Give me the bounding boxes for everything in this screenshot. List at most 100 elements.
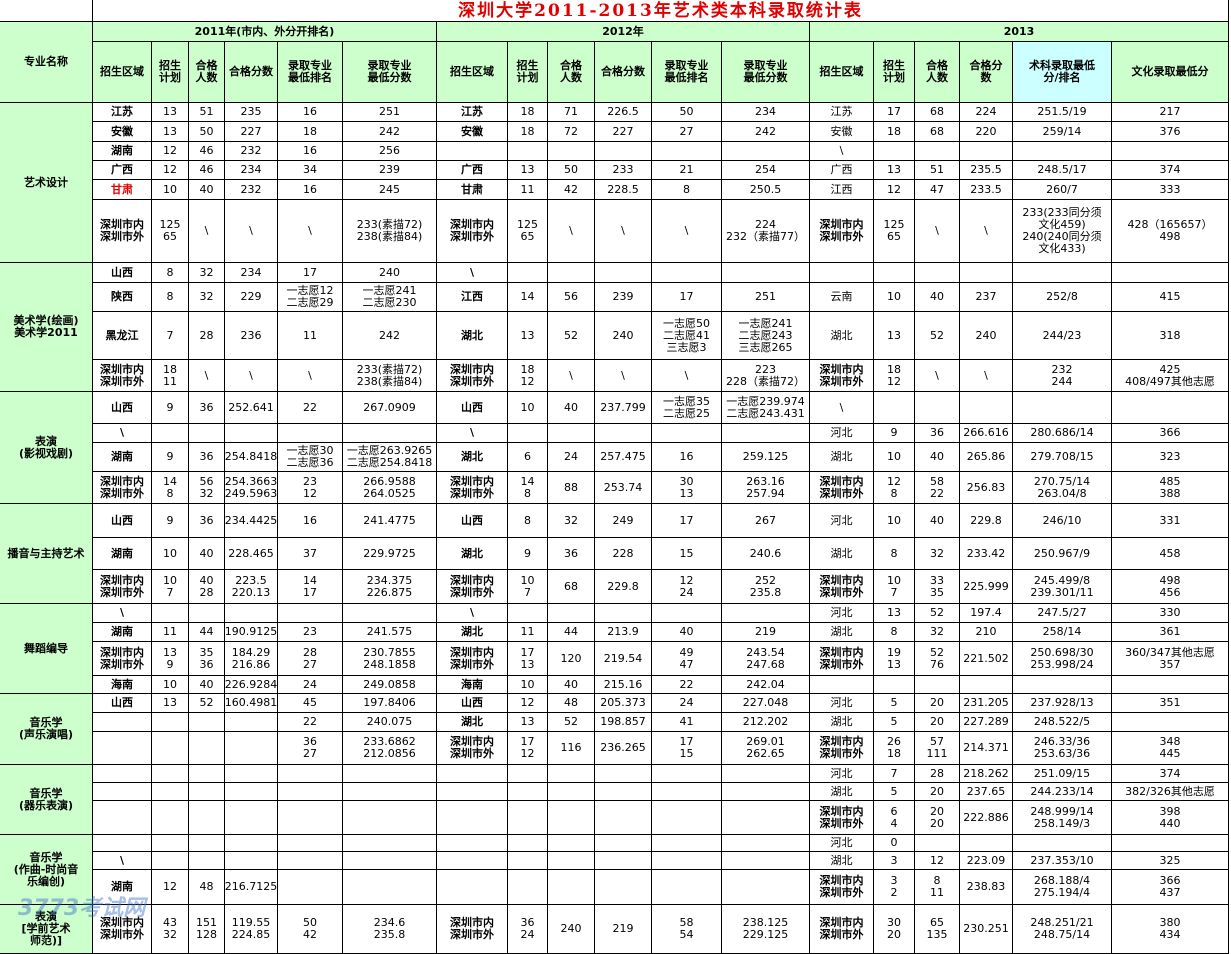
table-cell: 233(素描72) 238(素描84) (343, 360, 437, 392)
table-cell: 280.686/14 (1013, 424, 1112, 443)
table-cell (1112, 263, 1229, 283)
table-cell: 229.8 (960, 504, 1013, 538)
table-cell: 14 (508, 283, 548, 312)
table-cell: 234 (225, 263, 278, 283)
table-cell: 224 (960, 103, 1013, 122)
table-cell: 山西 (437, 504, 508, 538)
column-header: 招生 计划 (152, 42, 189, 103)
table-cell: 湖南 (93, 870, 152, 905)
table-cell (189, 713, 225, 732)
table-cell: 河北 (810, 424, 874, 443)
table-cell: \ (189, 200, 225, 263)
column-header: 录取专业 最低分数 (343, 42, 437, 103)
table-cell: 海南 (437, 676, 508, 694)
table-cell: \ (93, 604, 152, 623)
table-cell (548, 142, 595, 161)
table-cell: 52 (915, 604, 960, 623)
table-cell: 48 (548, 694, 595, 713)
table-cell: 一志愿12 二志愿29 (278, 283, 343, 312)
table-cell (548, 765, 595, 783)
table-cell (508, 801, 548, 835)
table-cell: 18 12 (508, 360, 548, 392)
table-cell: 江西 (437, 283, 508, 312)
table-cell (278, 604, 343, 623)
table-cell: 246.33/36 253.63/36 (1013, 732, 1112, 765)
table-cell: 11 (278, 312, 343, 360)
table-cell: 6 (508, 443, 548, 472)
table-cell: \ (437, 604, 508, 623)
table-cell: \ (652, 200, 722, 263)
table-cell: 14 8 (508, 472, 548, 504)
table-cell: 40 (915, 443, 960, 472)
table-cell (189, 783, 225, 801)
table-cell (595, 604, 652, 623)
table-cell (915, 676, 960, 694)
table-cell (595, 765, 652, 783)
table-cell: 259/14 (1013, 122, 1112, 142)
table-cell: 36 (189, 392, 225, 424)
table-cell (508, 870, 548, 905)
column-header: 录取专业 最低排名 (652, 42, 722, 103)
table-cell: 249.0858 (343, 676, 437, 694)
table-cell: \ (810, 142, 874, 161)
table-cell: 36 (548, 538, 595, 570)
column-header: 招生区域 (810, 42, 874, 103)
table-cell (508, 604, 548, 623)
table-cell: 22 (278, 713, 343, 732)
table-cell: 27 (652, 122, 722, 142)
table-cell: 24 (652, 694, 722, 713)
table-cell: 5 (874, 713, 915, 732)
table-cell (152, 765, 189, 783)
table-cell: 26 18 (874, 732, 915, 765)
table-cell: 湖北 (437, 312, 508, 360)
table-cell: 57 111 (915, 732, 960, 765)
table-cell (437, 142, 508, 161)
table-cell: \ (225, 200, 278, 263)
major-name: 音乐学 (作曲-时尚音 乐编创) (0, 835, 93, 905)
table-cell: 34 (278, 161, 343, 180)
table-cell: 7 (152, 312, 189, 360)
table-cell: 河北 (810, 765, 874, 783)
table-cell (343, 852, 437, 870)
table-cell: \ (915, 360, 960, 392)
table-cell (722, 852, 810, 870)
table-cell: 40 (652, 623, 722, 642)
table-cell: 13 (508, 713, 548, 732)
table-cell: 40 (189, 676, 225, 694)
table-cell: 湖北 (437, 623, 508, 642)
table-cell: \ (960, 200, 1013, 263)
table-cell: 250.967/9 (1013, 538, 1112, 570)
table-cell: 248.5/17 (1013, 161, 1112, 180)
table-cell: 12 (152, 142, 189, 161)
table-cell: 24 (278, 676, 343, 694)
table-cell (548, 604, 595, 623)
table-cell: 12 (874, 180, 915, 200)
table-cell (722, 783, 810, 801)
table-cell: 65 135 (915, 905, 960, 954)
table-cell (595, 835, 652, 852)
table-cell (437, 783, 508, 801)
table-cell: \ (189, 360, 225, 392)
table-cell: 366 437 (1112, 870, 1229, 905)
table-cell: 50 42 (278, 905, 343, 954)
table-cell: 254.3663 249.5963 (225, 472, 278, 504)
table-cell: 237.799 (595, 392, 652, 424)
table-cell (810, 676, 874, 694)
column-header: 合格 人数 (548, 42, 595, 103)
table-cell: 16 (652, 443, 722, 472)
table-cell: 151 128 (189, 905, 225, 954)
table-cell (652, 765, 722, 783)
table-cell: 33 35 (915, 570, 960, 604)
major-header: 专业名称 (0, 22, 93, 103)
table-cell: 119.55 224.85 (225, 905, 278, 954)
table-cell (960, 835, 1013, 852)
table-cell (722, 142, 810, 161)
table-cell (722, 870, 810, 905)
table-cell: 16 (278, 103, 343, 122)
table-cell: 279.708/15 (1013, 443, 1112, 472)
table-cell: 甘肃 (93, 180, 152, 200)
table-cell (652, 801, 722, 835)
table-cell: 8 (652, 180, 722, 200)
blank-corner (0, 0, 93, 22)
table-cell: 河北 (810, 604, 874, 623)
